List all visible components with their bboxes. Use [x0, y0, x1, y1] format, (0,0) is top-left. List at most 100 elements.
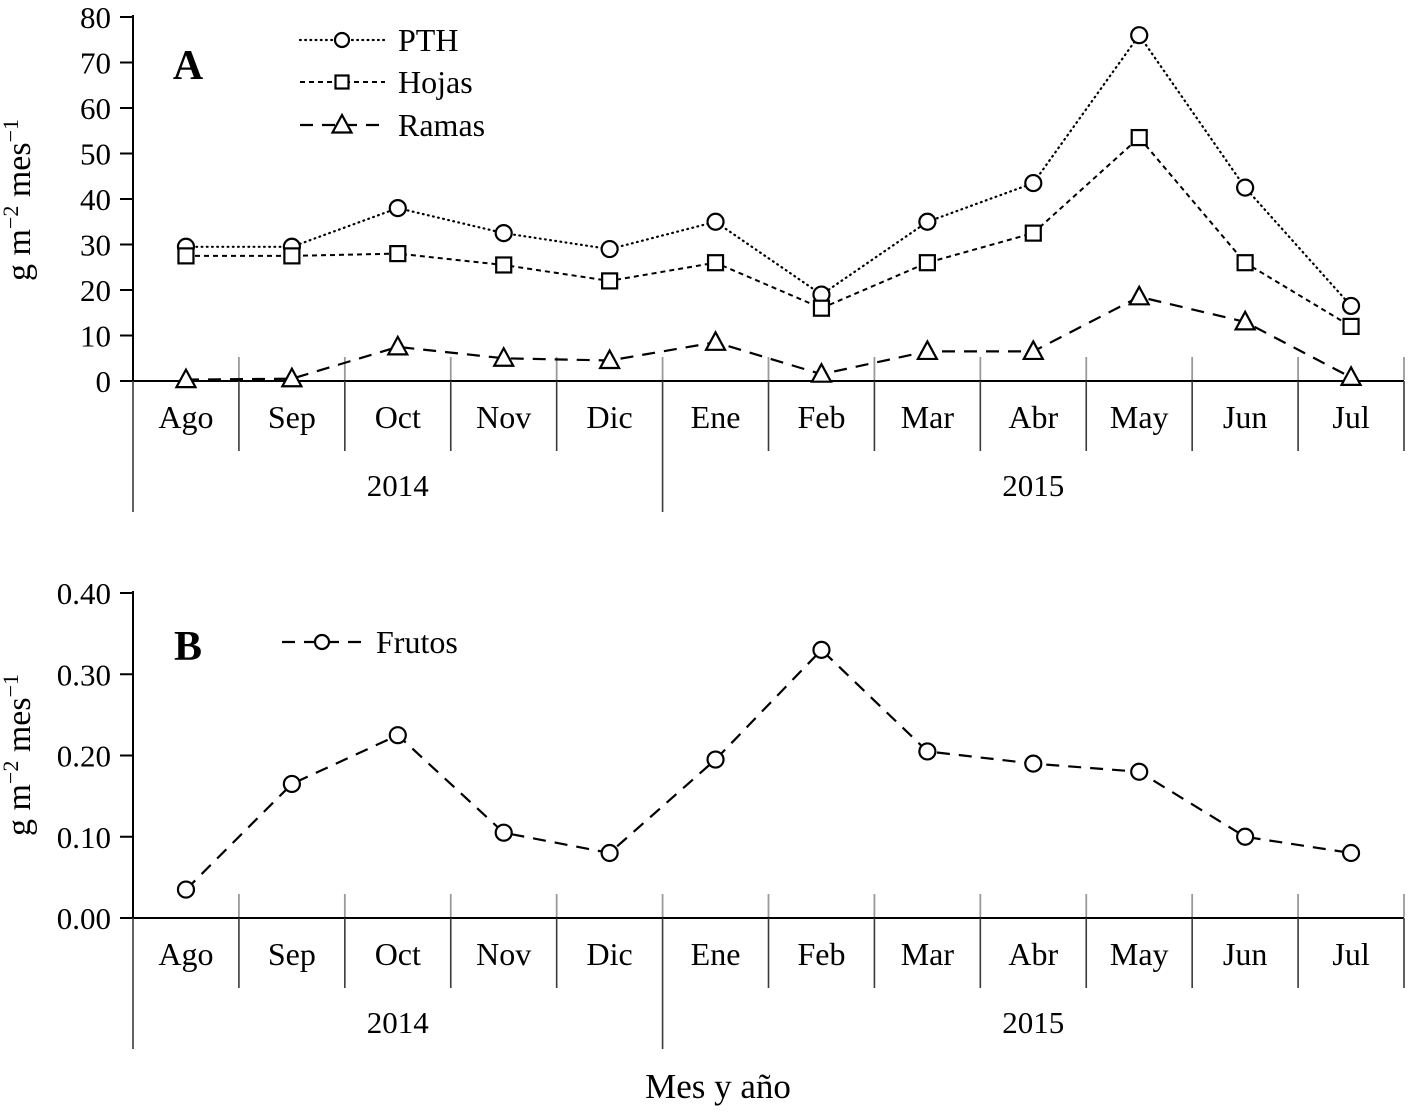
- x-tick-label-month: Abr: [1008, 936, 1058, 972]
- year-label: 2015: [1002, 468, 1064, 503]
- y-tick-label: 10: [80, 319, 111, 354]
- marker-square-hojas: [706, 254, 725, 272]
- legend-marker-hojas: [334, 74, 350, 90]
- marker-circle-pth: [706, 212, 725, 231]
- marker-triangle-ramas: [1233, 309, 1257, 331]
- x-tick-label-month: Mar: [901, 936, 955, 972]
- marker-circle-frutos: [282, 774, 301, 794]
- marker-circle-frutos: [918, 742, 937, 761]
- y-tick-label: 80: [80, 0, 111, 35]
- marker-square-hojas: [1342, 317, 1360, 335]
- marker-triangle-ramas: [492, 345, 516, 367]
- series-line-hojas: [186, 136, 1352, 328]
- x-tick-label-month: Ene: [691, 936, 741, 972]
- y-tick-label: 0.40: [57, 576, 111, 611]
- marker-circle-frutos: [176, 880, 196, 899]
- series-line-ramas: [185, 295, 1352, 381]
- marker-circle-pth: [600, 239, 619, 259]
- x-tick-label-month: May: [1110, 936, 1169, 972]
- x-tick-label-month: Feb: [797, 399, 845, 435]
- marker-circle-frutos: [1130, 762, 1149, 781]
- x-tick-label-month: Sep: [268, 399, 316, 435]
- marker-triangle-ramas: [916, 339, 939, 361]
- marker-circle-frutos: [1024, 754, 1043, 773]
- marker-circle-frutos: [1236, 827, 1255, 846]
- marker-square-hojas: [1130, 128, 1148, 147]
- x-tick-label-month: Nov: [476, 399, 531, 435]
- x-tick-label-month: Jun: [1223, 936, 1267, 972]
- legend-label-hojas: Hojas: [398, 64, 473, 100]
- x-tick-label-month: Oct: [375, 936, 421, 972]
- marker-square-hojas: [1024, 224, 1042, 242]
- x-tick-label-month: Sep: [268, 936, 316, 972]
- x-tick-label-month: Mar: [901, 399, 955, 435]
- marker-triangle-ramas: [704, 330, 727, 351]
- marker-square-hojas: [495, 256, 513, 274]
- marker-circle-frutos: [494, 823, 513, 842]
- series-line-pth: [184, 33, 1353, 307]
- y-axis-title: g m−2 mes−1: [0, 674, 38, 836]
- legend-label-pth: PTH: [398, 22, 458, 58]
- marker-circle-pth: [1130, 26, 1149, 45]
- marker-circle-frutos: [706, 750, 725, 769]
- y-tick-label: 0.30: [57, 657, 111, 692]
- marker-circle-pth: [918, 212, 937, 231]
- marker-circle-pth: [1024, 173, 1043, 193]
- legend-marker-ramas: [330, 112, 354, 134]
- y-tick-label: 50: [80, 137, 111, 172]
- y-tick-label: 0: [96, 364, 112, 399]
- legend: PTH Hojas Ramas: [298, 22, 485, 143]
- x-tick-label-month: Ago: [158, 399, 213, 435]
- legend-marker-pth: [333, 31, 351, 49]
- marker-square-hojas: [601, 272, 619, 290]
- marker-circle-frutos: [600, 843, 619, 863]
- marker-triangle-ramas: [1021, 339, 1045, 361]
- x-tick-label-month: Jul: [1332, 399, 1369, 435]
- y-tick-label: 20: [80, 273, 111, 308]
- marker-triangle-ramas: [810, 361, 833, 383]
- marker-triangle-ramas: [386, 334, 410, 356]
- series-markers-pth: [176, 26, 1361, 316]
- x-tick-label-month: Oct: [375, 399, 421, 435]
- y-axis-title: g m−2 mes−1: [0, 119, 38, 281]
- y-tick-label: 30: [80, 228, 111, 263]
- year-label: 2014: [367, 1005, 430, 1040]
- series-markers-frutos: [176, 640, 1361, 899]
- marker-circle-frutos: [1341, 843, 1361, 863]
- x-tick-label-month: Dic: [587, 399, 633, 435]
- x-tick-label-month: Abr: [1008, 399, 1058, 435]
- y-tick-label: 60: [80, 91, 111, 126]
- legend-marker-frutos: [313, 633, 331, 651]
- marker-triangle-ramas: [280, 366, 304, 388]
- marker-circle-pth: [1236, 178, 1255, 197]
- y-tick-label: 0.00: [57, 901, 111, 936]
- marker-square-hojas: [1236, 254, 1254, 272]
- marker-circle-frutos: [812, 640, 831, 659]
- y-tick-label: 40: [80, 182, 111, 217]
- x-tick-label-month: May: [1110, 399, 1169, 435]
- marker-square-hojas: [389, 245, 407, 263]
- year-label: 2014: [367, 468, 430, 503]
- marker-circle-pth: [388, 199, 407, 218]
- legend-label-ramas: Ramas: [398, 107, 485, 143]
- marker-triangle-ramas: [1127, 284, 1151, 306]
- marker-square-hojas: [918, 254, 936, 272]
- legend-label-frutos: Frutos: [376, 624, 458, 660]
- x-tick-label-month: Ene: [691, 399, 741, 435]
- y-tick-label: 70: [80, 46, 111, 81]
- panel-letter: A: [173, 43, 204, 89]
- year-label: 2015: [1002, 1005, 1064, 1040]
- marker-circle-pth: [1341, 296, 1361, 316]
- series-markers-hojas: [177, 128, 1360, 335]
- x-tick-label-month: Nov: [476, 936, 531, 972]
- marker-circle-frutos: [388, 726, 407, 745]
- x-tick-label-month: Feb: [797, 936, 845, 972]
- panel-letter: B: [174, 624, 202, 670]
- y-tick-label: 0.20: [57, 739, 111, 774]
- marker-square-hojas: [283, 247, 301, 265]
- y-tick-label: 0.10: [57, 820, 111, 855]
- panel-b: 0.00 0.10 0.20 0.30 0.40 Ago Sep Oct Nov Dic Ene Fe…: [0, 576, 1405, 1049]
- marker-triangle-ramas: [1339, 365, 1363, 386]
